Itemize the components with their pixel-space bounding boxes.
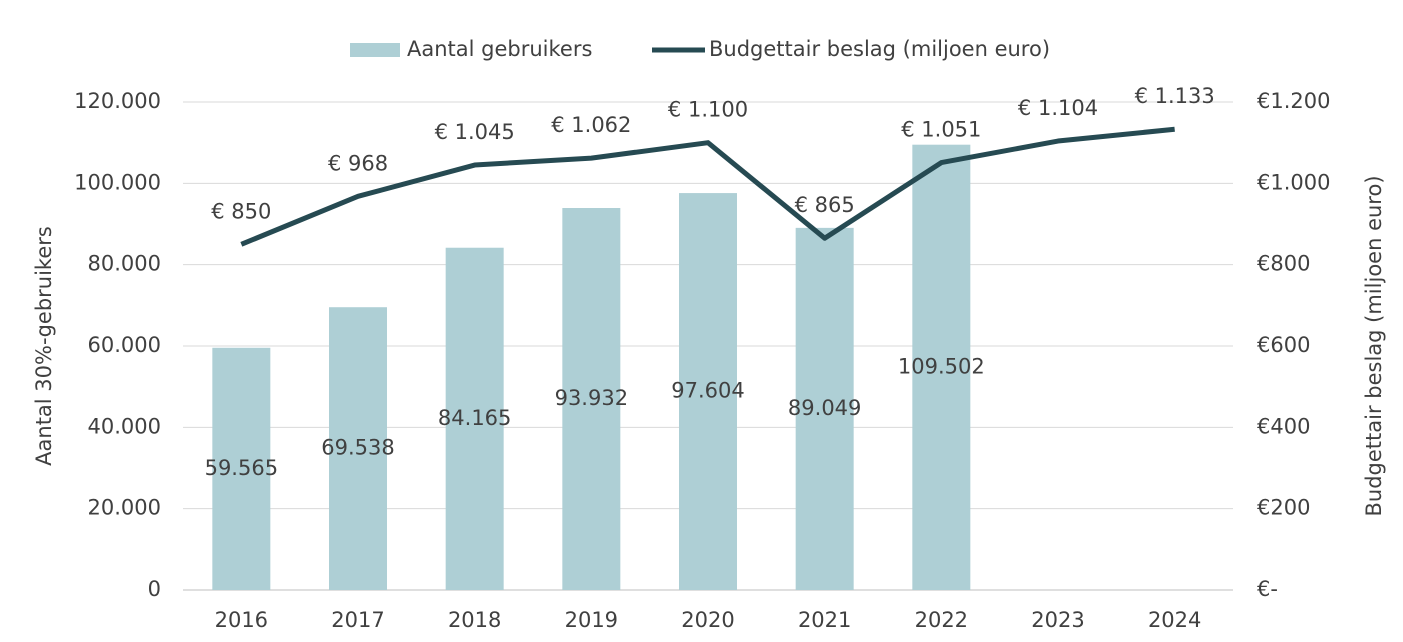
data-label: 97.604 bbox=[671, 379, 744, 403]
data-label: € 1.062 bbox=[551, 113, 631, 137]
y-tick-label: 40.000 bbox=[88, 414, 161, 438]
x-tick-label: 2017 bbox=[331, 608, 384, 632]
y-tick-label: 0 bbox=[148, 577, 161, 601]
bar bbox=[212, 347, 271, 590]
y-tick-label: 20.000 bbox=[88, 496, 161, 520]
y-axis-title: Aantal 30%-gebruikers bbox=[32, 226, 56, 466]
legend-label: Aantal gebruikers bbox=[407, 37, 592, 61]
y-tick-label: 60.000 bbox=[88, 333, 161, 357]
data-label: 59.565 bbox=[205, 456, 278, 480]
y2-tick-label: €600 bbox=[1257, 333, 1310, 357]
y2-tick-label: €200 bbox=[1257, 496, 1310, 520]
data-label: € 1.100 bbox=[668, 98, 748, 122]
data-label: € 1.133 bbox=[1135, 84, 1215, 108]
y2-tick-label: €- bbox=[1257, 577, 1278, 601]
data-label: € 865 bbox=[795, 193, 855, 217]
x-tick-label: 2019 bbox=[565, 608, 618, 632]
x-tick-label: 2021 bbox=[798, 608, 851, 632]
data-label: 84.165 bbox=[438, 406, 511, 430]
legend-label: Budgettair beslag (miljoen euro) bbox=[709, 37, 1050, 61]
y2-tick-label: €800 bbox=[1257, 252, 1310, 276]
y2-axis-title: Budgettair beslag (miljoen euro) bbox=[1362, 175, 1386, 516]
bar bbox=[679, 193, 737, 590]
x-tick-label: 2022 bbox=[915, 608, 968, 632]
data-label: 69.538 bbox=[321, 436, 394, 460]
y-tick-label: 80.000 bbox=[88, 252, 161, 276]
x-tick-label: 2023 bbox=[1031, 608, 1084, 632]
data-label: 93.932 bbox=[555, 386, 628, 410]
data-label: € 850 bbox=[211, 199, 271, 223]
bar bbox=[329, 307, 387, 590]
x-tick-label: 2024 bbox=[1148, 608, 1201, 632]
data-label: € 1.045 bbox=[435, 120, 515, 144]
bar bbox=[445, 247, 504, 590]
bar bbox=[562, 208, 621, 590]
y2-tick-label: €400 bbox=[1257, 414, 1310, 438]
line bbox=[240, 126, 1175, 247]
data-label: € 1.104 bbox=[1018, 96, 1098, 120]
bar bbox=[795, 227, 854, 590]
legend-swatch bbox=[350, 43, 400, 57]
y-tick-label: 120.000 bbox=[74, 89, 161, 113]
data-label: € 968 bbox=[328, 151, 388, 175]
x-tick-label: 2018 bbox=[448, 608, 501, 632]
y2-tick-label: €1.000 bbox=[1257, 170, 1330, 194]
data-label: 109.502 bbox=[898, 354, 985, 378]
y2-tick-label: €1.200 bbox=[1257, 89, 1330, 113]
x-tick-label: 2016 bbox=[215, 608, 268, 632]
data-label: € 1.051 bbox=[901, 118, 981, 142]
data-label: 89.049 bbox=[788, 396, 861, 420]
bar bbox=[912, 144, 971, 590]
x-tick-label: 2020 bbox=[681, 608, 734, 632]
y-tick-label: 100.000 bbox=[74, 170, 161, 194]
